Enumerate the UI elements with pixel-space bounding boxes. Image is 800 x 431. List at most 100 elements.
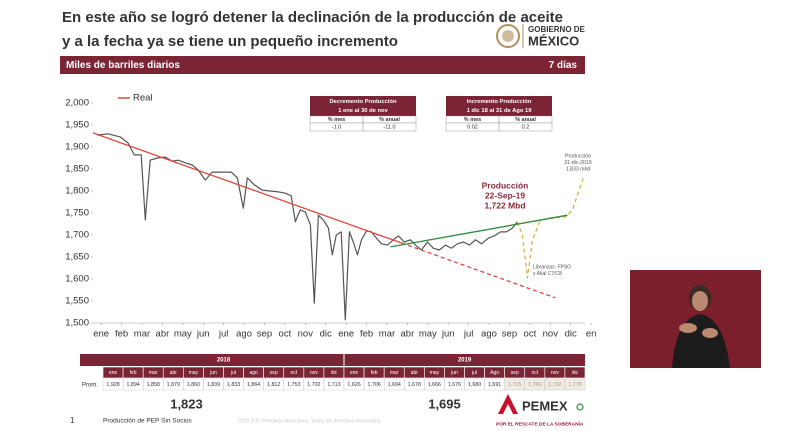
month-label: ago	[249, 370, 258, 376]
x-tick-label: nov	[543, 329, 559, 340]
x-tick-label: abr	[156, 329, 170, 340]
x-tick-label: jul	[218, 329, 229, 340]
title-line: y a la fecha ya se tiene un pequeño incr…	[62, 33, 398, 50]
table-value: -1.0	[332, 124, 341, 130]
y-tick-label: 1,550	[65, 296, 89, 307]
x-tick-label: dic	[320, 329, 332, 340]
source: Producción de PEP Sin Socios	[103, 418, 193, 425]
month-label: may	[189, 370, 199, 376]
value-label: 1,858	[147, 382, 160, 388]
year-average: 1,823	[170, 396, 203, 411]
month-label: may	[430, 370, 440, 376]
brand: PEMEX	[522, 398, 568, 413]
x-tick-label: dic	[565, 329, 577, 340]
year-bar	[80, 354, 585, 366]
table-title: Incremento Producción	[467, 99, 532, 105]
month-label: ene	[109, 370, 118, 376]
value-label: 1,702	[307, 382, 320, 388]
logo-top: GOBIERNO DE	[528, 25, 586, 34]
y-tick-label: 1,700	[65, 230, 89, 241]
table-value: 0.2	[522, 124, 530, 130]
month-label: feb	[130, 370, 137, 376]
value-label: 1,694	[388, 382, 401, 388]
y-tick-label: 2,000	[65, 98, 89, 109]
x-tick-label: ago	[236, 329, 252, 340]
value-label: 1,626	[347, 382, 360, 388]
banner-right: 7 días	[549, 60, 578, 71]
month-label: mar	[390, 370, 399, 376]
value-label: 1,666	[428, 382, 441, 388]
value-label: 1,691	[488, 382, 501, 388]
banner-left: Miles de barriles diarios	[66, 60, 180, 71]
x-tick-label: ago	[481, 329, 497, 340]
value-label: 1,778	[568, 382, 581, 388]
y-tick-label: 1,600	[65, 274, 89, 285]
banner	[60, 56, 585, 74]
annotation: Producción	[565, 153, 591, 159]
month-label: oct	[531, 370, 538, 376]
year-average: 1,695	[428, 396, 461, 411]
month-label: abr	[170, 370, 178, 376]
value-label: 1,864	[247, 382, 260, 388]
slogan: POR EL RESCATE DE LA SOBERANÍA	[496, 419, 584, 427]
y-tick-label: 1,900	[65, 142, 89, 153]
annotation: Libranzas: FPSO	[533, 264, 571, 270]
x-tick-label: sep	[502, 329, 517, 340]
table-header: % anual	[515, 117, 536, 123]
month-label: Ago	[490, 370, 499, 376]
interpreter-video	[630, 270, 761, 368]
x-tick-label: may	[174, 329, 192, 340]
x-tick-label: oct	[524, 329, 537, 340]
chart: 1,500 1,550 1,600 1,650 1,700 1,750 1,800 1,850…	[65, 93, 596, 340]
table-header: % mes	[464, 117, 481, 123]
y-tick-label: 1,950	[65, 120, 89, 131]
x-tick-label: mar	[134, 329, 150, 340]
logo-emblem	[496, 24, 520, 48]
pemex-logo	[498, 394, 518, 414]
value-label: 1,713	[327, 382, 340, 388]
value-label: 1,879	[167, 382, 180, 388]
x-tick-label: feb	[115, 329, 128, 340]
value-label: 1,732	[548, 382, 561, 388]
value-label: 1,676	[448, 382, 461, 388]
x-tick-label: abr	[401, 329, 415, 340]
x-tick-label: en	[586, 329, 597, 340]
month-label: ene	[350, 370, 359, 376]
table-value: 0.02	[467, 124, 478, 130]
year-label: 2019	[458, 358, 472, 364]
x-tick-label: nov	[298, 329, 314, 340]
x-tick-label: oct	[279, 329, 292, 340]
month-label: nov	[310, 370, 319, 376]
page-number: 1	[70, 416, 75, 425]
value-label: 1,678	[408, 382, 421, 388]
month-label: sep	[511, 370, 519, 376]
trend-line	[390, 214, 568, 248]
trend-line	[92, 132, 402, 244]
value-cell	[564, 378, 586, 391]
value-label: 1,753	[287, 382, 300, 388]
x-tick-label: sep	[257, 329, 272, 340]
table-cell	[362, 122, 417, 132]
table-header: % mes	[328, 117, 345, 123]
annotation: 1,833 mbd	[566, 166, 591, 172]
value-label: 1,812	[267, 382, 280, 388]
x-tick-label: jul	[463, 329, 474, 340]
month-label: jul	[230, 370, 236, 376]
summary-tables: Decremento Producción 1 ene al 30 de nov%…	[309, 96, 553, 132]
y-tick-label: 1,650	[65, 252, 89, 263]
month-label: sep	[270, 370, 278, 376]
table-title: 1 dic 18 al 31 de Ago 19	[467, 108, 533, 114]
value-label: 1,760	[528, 382, 541, 388]
x-tick-label: ene	[338, 329, 354, 340]
month-label: jul	[471, 370, 477, 376]
year-label: 2018	[217, 358, 231, 364]
y-tick-label: 1,500	[65, 318, 89, 329]
x-tick-label: jun	[441, 329, 455, 340]
x-tick-label: ene	[93, 329, 109, 340]
table-title: Decremento Producción	[329, 99, 396, 105]
month-label: dic	[572, 370, 579, 376]
copyright: 2019 D.R. Petróleos Mexicanos. Todos los…	[238, 418, 382, 424]
month-label: jun	[450, 370, 458, 376]
